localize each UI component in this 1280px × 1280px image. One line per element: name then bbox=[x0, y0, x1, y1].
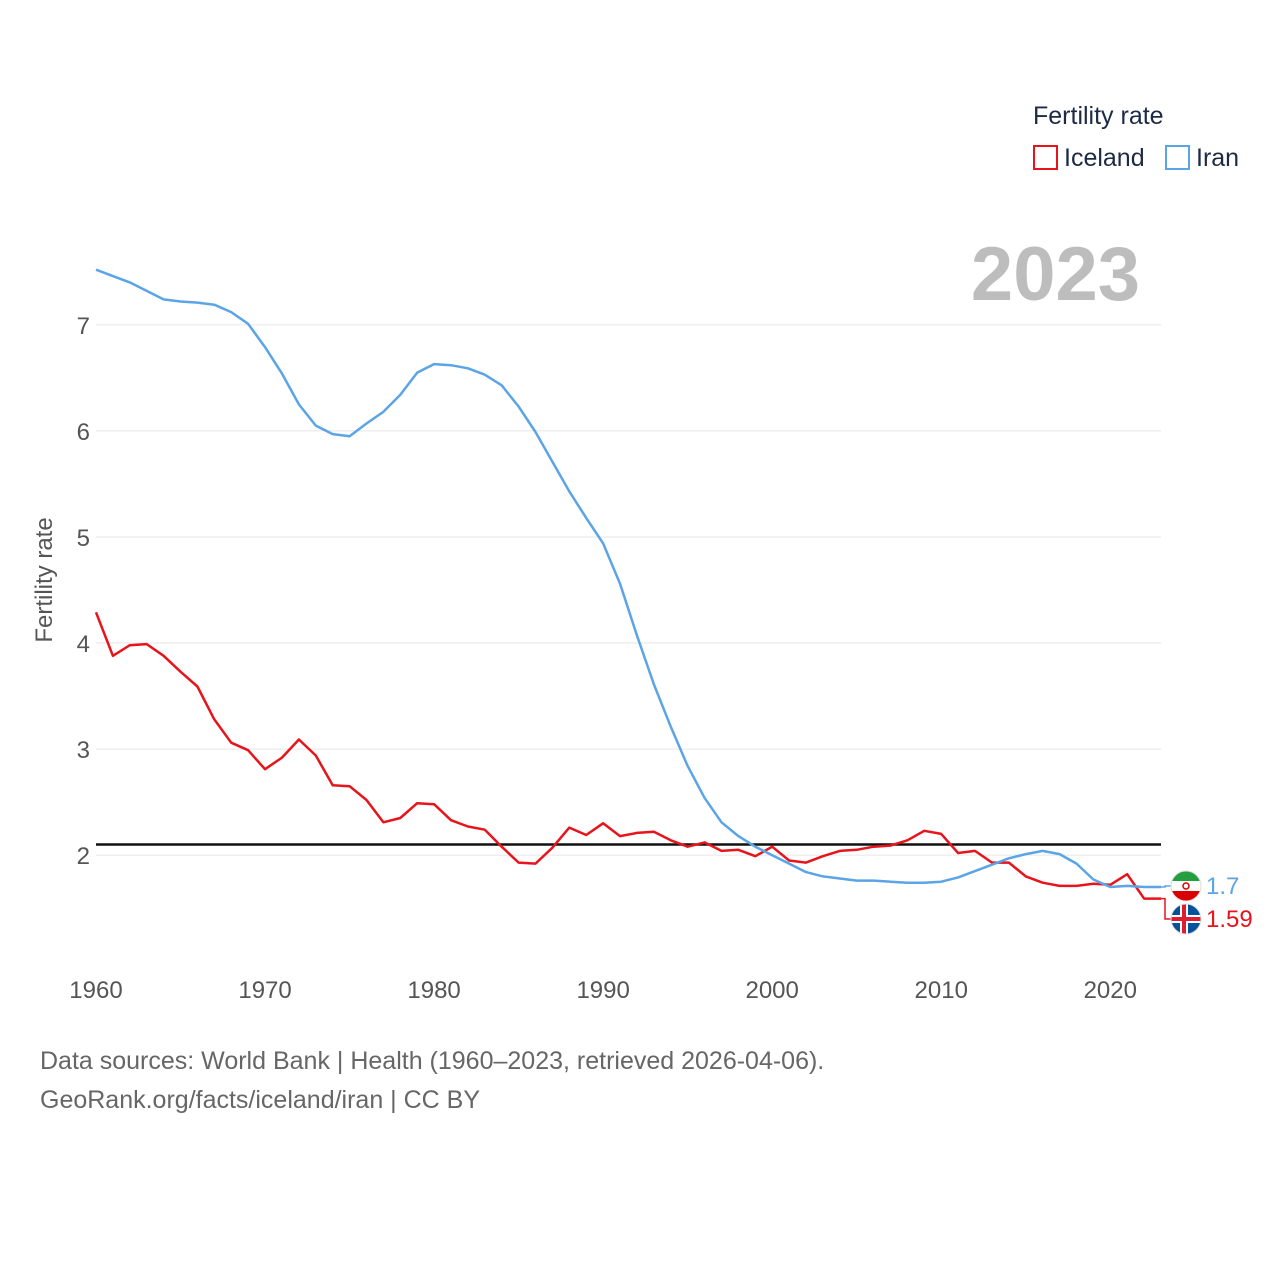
leader-line-iceland bbox=[1161, 897, 1171, 920]
legend-label-iceland: Iceland bbox=[1064, 144, 1145, 172]
footer: Data sources: World Bank | Health (1960–… bbox=[40, 1042, 824, 1120]
x-tick-label: 2020 bbox=[1084, 977, 1137, 1004]
gridlines bbox=[96, 324, 1161, 856]
year-label: 2023 bbox=[971, 232, 1140, 317]
y-axis-label: Fertility rate bbox=[31, 517, 58, 642]
x-tick-label: 2010 bbox=[915, 977, 968, 1004]
x-tick-label: 1960 bbox=[69, 977, 122, 1004]
x-tick-label: 1980 bbox=[407, 977, 460, 1004]
x-tick-label: 1970 bbox=[238, 977, 291, 1004]
y-tick-label: 7 bbox=[77, 313, 90, 340]
series-lines bbox=[94, 268, 1161, 900]
footer-link: GeoRank.org/facts/iceland/iran | CC BY bbox=[40, 1086, 481, 1114]
legend-label-iran: Iran bbox=[1196, 144, 1239, 172]
end-markers: 1.59 1.7 bbox=[1161, 870, 1253, 935]
legend-swatch-iran bbox=[1165, 145, 1190, 170]
end-label-iceland: 1.59 bbox=[1206, 906, 1253, 933]
iceland-flag-icon bbox=[1170, 903, 1202, 935]
y-tick-label: 4 bbox=[77, 631, 90, 658]
footer-sources: Data sources: World Bank | Health (1960–… bbox=[40, 1047, 825, 1075]
legend-title: Fertility rate bbox=[1033, 102, 1164, 130]
series-line-iran bbox=[95, 268, 1161, 889]
y-tick-label: 2 bbox=[77, 843, 90, 870]
y-tick-label: 5 bbox=[77, 525, 90, 552]
x-tick-label: 1990 bbox=[576, 977, 629, 1004]
end-label-iran: 1.7 bbox=[1206, 873, 1239, 900]
iran-flag-icon bbox=[1170, 870, 1202, 902]
y-tick-label: 6 bbox=[77, 419, 90, 446]
x-tick-label: 2000 bbox=[745, 977, 798, 1004]
series-line-iceland bbox=[94, 611, 1161, 900]
legend-swatch-iceland bbox=[1033, 145, 1058, 170]
x-axis-ticks: 1960 1970 1980 1990 2000 2010 2020 bbox=[69, 977, 1137, 1004]
leader-line-iran bbox=[1161, 885, 1171, 888]
y-tick-label: 3 bbox=[77, 737, 90, 764]
y-axis-ticks: 2 3 4 5 6 7 bbox=[77, 313, 90, 870]
legend: Fertility rate Iceland Iran bbox=[1033, 102, 1239, 172]
